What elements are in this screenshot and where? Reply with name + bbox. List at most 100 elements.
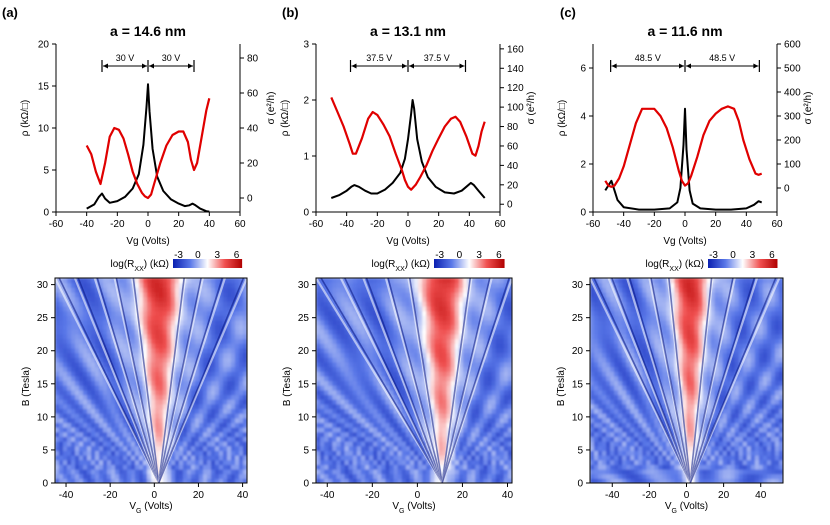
y-right-tick-label: 40 [507, 161, 519, 172]
heatmap-cell [389, 319, 395, 326]
heatmap-cell [59, 459, 64, 465]
heatmap-cell [183, 305, 188, 312]
heatmap-cell [356, 291, 362, 298]
heatmap-cell [83, 361, 88, 368]
heatmap-cell [59, 445, 64, 451]
heatmap-cell [195, 422, 200, 428]
heatmap-cell [67, 347, 72, 354]
heatmap-cell [147, 380, 152, 386]
heatmap-cell [495, 301, 501, 307]
heatmap-cell [239, 394, 244, 400]
heatmap-cell [75, 473, 80, 479]
heatmap-cell [726, 459, 732, 465]
heatmap-cell [352, 282, 358, 288]
heatmap-cell [219, 394, 224, 400]
heatmap-cell [332, 282, 338, 288]
heatmap-cell [454, 394, 460, 400]
heatmap-cell [418, 394, 423, 400]
heatmap-cell [356, 301, 362, 307]
heatmap-cell [71, 291, 76, 298]
heatmap-cell [487, 305, 493, 312]
resistivity-series-line [86, 83, 210, 213]
heatmap-cell [487, 422, 493, 428]
heatmap-cell [385, 441, 391, 447]
heatmap-cell [151, 319, 156, 326]
heatmap-cell [682, 478, 688, 483]
heatmap-cell [414, 455, 419, 461]
heatmap-cell [674, 441, 680, 447]
heatmap-cell [55, 422, 60, 428]
heatmap-cell [99, 282, 104, 288]
heatmap-cell [215, 417, 220, 424]
heatmap-cell [191, 403, 196, 410]
heatmap-cell [344, 347, 350, 354]
heatmap-cell [340, 371, 346, 377]
heatmap-cell [418, 464, 423, 470]
heatmap-cell [348, 436, 354, 442]
heatmap-cell [87, 455, 92, 461]
heatmap-cell [95, 389, 100, 396]
heatmap-cell [479, 333, 485, 340]
heatmap-cell [328, 469, 333, 475]
heatmap-cell [223, 278, 228, 284]
heatmap-cell [243, 445, 247, 451]
heatmap-cell [71, 324, 76, 330]
heatmap-cell [434, 389, 440, 396]
heatmap-cell [360, 408, 366, 414]
heatmap-cell [83, 338, 88, 344]
heatmap-cell [320, 296, 325, 302]
heatmap-cell [356, 417, 362, 424]
heatmap-cell [171, 282, 176, 288]
heatmap-cell [340, 333, 346, 340]
heatmap-cell [119, 417, 124, 424]
heatmap-cell [107, 287, 112, 293]
heatmap-cell [650, 464, 655, 470]
heatmap-cell [438, 403, 444, 410]
heatmap-cell [381, 436, 387, 442]
heatmap-cell [163, 385, 168, 391]
heatmap-cell [356, 329, 362, 335]
heatmap-cell [231, 436, 236, 442]
heatmap-cell [235, 371, 240, 377]
heatmap-cell [352, 366, 358, 372]
heatmap-cell [778, 455, 783, 461]
heatmap-cell [344, 301, 350, 307]
heatmap-cell [479, 403, 485, 410]
heatmap-cell [475, 389, 480, 396]
heatmap-cell [243, 375, 247, 382]
heatmap-cell [155, 375, 160, 382]
heatmap-cell [646, 478, 651, 483]
y-right-tick-label: 140 [507, 64, 524, 75]
heatmap-cell [365, 450, 370, 456]
heatmap-cell [618, 445, 623, 451]
heatmap-cell [239, 431, 244, 438]
heatmap-cell [175, 371, 180, 377]
heatmap-cell [227, 380, 232, 386]
heatmap-cell [219, 357, 224, 363]
heatmap-cell [422, 343, 427, 349]
heatmap-cell [191, 455, 196, 461]
heatmap-cell [778, 450, 783, 456]
heatmap-cell [139, 296, 144, 302]
heatmap-cell [75, 413, 80, 419]
heatmap-cell [243, 324, 247, 330]
heatmap-cell [119, 473, 124, 479]
heatmap-cell [155, 329, 160, 335]
heatmap-cell [475, 278, 480, 284]
heatmap-cell [151, 422, 156, 428]
heatmap-cell [373, 361, 378, 368]
heatmap-cell [495, 380, 501, 386]
heatmap-cell [414, 441, 419, 447]
heatmap-cell [405, 478, 411, 483]
heatmap-cell [316, 371, 321, 377]
heatmap-cell [103, 319, 108, 326]
heatmap-cell [491, 464, 497, 470]
y-tick-label: 0 [42, 479, 48, 490]
heatmap-cell [450, 301, 456, 307]
heatmap-cell [131, 343, 136, 349]
heatmap-cell [95, 422, 100, 428]
heatmap-cell [167, 333, 172, 340]
heatmap-cell [99, 455, 104, 461]
heatmap-cell [409, 469, 415, 475]
heatmap-cell [159, 441, 164, 447]
